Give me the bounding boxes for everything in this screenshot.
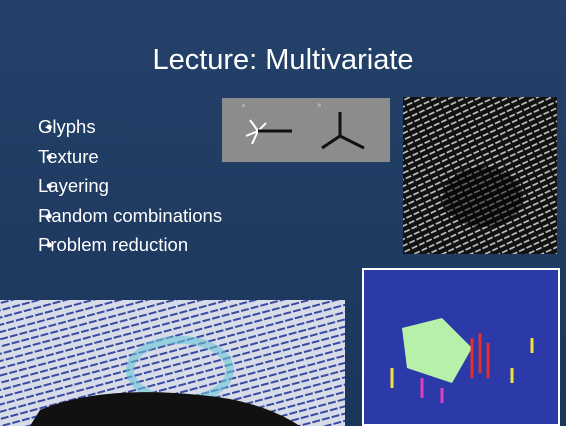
bullet-list: GlyphsTextureLayeringRandom combinations… <box>18 112 222 260</box>
image-label: a <box>242 103 245 109</box>
flow-image <box>0 300 345 426</box>
bullet-item: Problem reduction <box>38 230 222 260</box>
texture-image <box>403 97 557 254</box>
glyph-image: a b <box>222 98 390 162</box>
bullet-item: Layering <box>38 171 222 201</box>
slide: Lecture: Multivariate GlyphsTextureLayer… <box>0 0 566 426</box>
bullet-item: Glyphs <box>38 112 222 142</box>
image-label: b <box>318 103 321 109</box>
bullet-item: Texture <box>38 142 222 172</box>
bullet-item: Random combinations <box>38 201 222 231</box>
slide-title: Lecture: Multivariate <box>0 44 566 77</box>
layering-image <box>362 268 560 426</box>
